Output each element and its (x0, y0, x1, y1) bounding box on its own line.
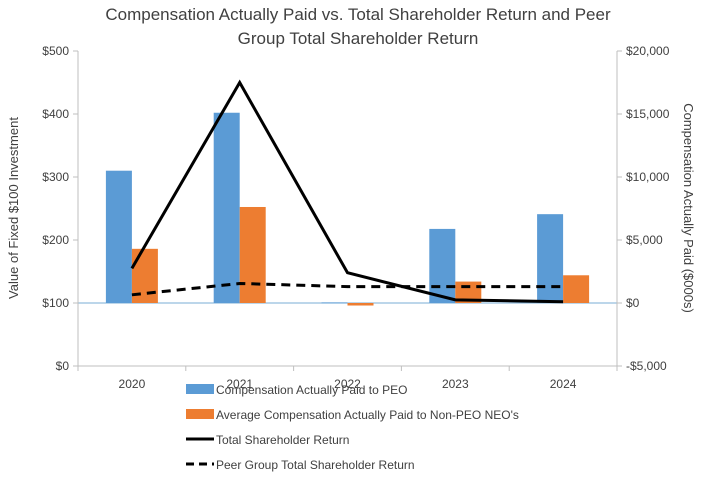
bar-non-peo (563, 275, 590, 303)
y-right-tick-label: -$5,000 (626, 359, 667, 373)
bar-peo (321, 302, 348, 304)
bar-series (105, 112, 590, 306)
tsr-line (130, 79, 564, 304)
legend-label: Total Shareholder Return (216, 433, 349, 447)
bar-peo (429, 228, 456, 303)
y-left-tick-label: $100 (42, 296, 69, 310)
axes: $0 $100 $200 $300 $400 $500 -$5,000 $0 $5,000 $10… (42, 44, 669, 391)
y-right-tick-label: $0 (626, 296, 640, 310)
y-left-tick-label: $400 (42, 107, 69, 121)
legend-swatch (186, 384, 214, 394)
y-left-tick-label: $0 (56, 359, 70, 373)
x-tick-label: 2024 (550, 377, 577, 391)
y-left-tick-label: $500 (42, 44, 69, 58)
peer-tsr-line (131, 281, 564, 297)
bar-non-peo (239, 206, 266, 303)
bar-peo (105, 170, 132, 303)
y-right-tick-label: $20,000 (626, 44, 670, 58)
legend-label: Average Compensation Actually Paid to No… (216, 408, 519, 422)
y-left-tick-label: $200 (42, 233, 69, 247)
y-right-tick-label: $15,000 (626, 107, 670, 121)
y-right-tick-label: $10,000 (626, 170, 670, 184)
legend-label: Compensation Actually Paid to PEO (216, 383, 407, 397)
legend: Compensation Actually Paid to PEO Average… (186, 383, 519, 472)
x-tick-label: 2021 (226, 377, 253, 391)
y-left-axis-title: Value of Fixed $100 Investment (6, 117, 21, 299)
bar-peo (537, 214, 564, 303)
x-tick-label: 2020 (119, 377, 146, 391)
chart-title-line-1: Compensation Actually Paid vs. Total Sha… (105, 5, 611, 24)
y-left-tick-label: $300 (42, 170, 69, 184)
x-tick-label: 2023 (442, 377, 469, 391)
bar-peo (213, 112, 240, 304)
x-tick-label: 2022 (334, 377, 361, 391)
legend-swatch (186, 409, 214, 419)
y-right-tick-label: $5,000 (626, 233, 663, 247)
line-series (130, 79, 564, 304)
bar-non-peo (347, 303, 374, 306)
chart-title-line-2: Group Total Shareholder Return (238, 29, 479, 48)
y-right-axis-title: Compensation Actually Paid ($000s) (681, 103, 696, 313)
legend-label: Peer Group Total Shareholder Return (216, 458, 415, 472)
